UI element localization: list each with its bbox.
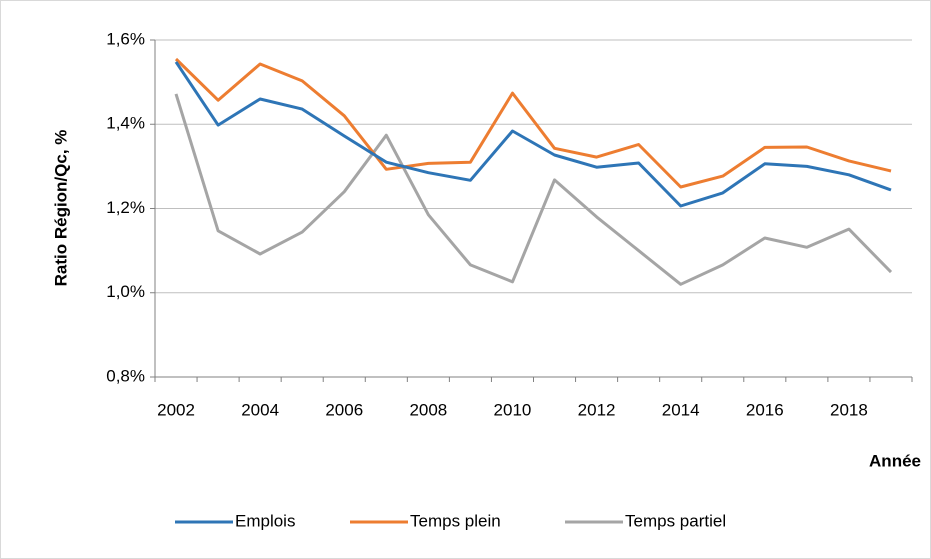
x-tick-label: 2014: [662, 400, 700, 419]
series-line: [174, 93, 893, 286]
x-tick-label: 2008: [409, 400, 447, 419]
x-tick-label: 2012: [578, 400, 616, 419]
x-tick-label: 2010: [494, 400, 532, 419]
legend-label: Temps plein: [410, 511, 501, 530]
y-tick-label: 1,0%: [106, 282, 145, 301]
y-tick-label: 0,8%: [106, 366, 145, 385]
x-axis-title: Année: [869, 451, 921, 470]
y-tick-label: 1,2%: [106, 198, 145, 217]
y-tick-label: 1,6%: [106, 29, 145, 48]
y-axis-title: Ratio Région/Qc, %: [51, 130, 70, 287]
series-line: [174, 61, 892, 208]
x-tick-label: 2018: [830, 400, 868, 419]
x-tick-label: 2004: [241, 400, 279, 419]
legend-label: Temps partiel: [625, 511, 726, 530]
x-tick-label: 2006: [325, 400, 363, 419]
series-line: [174, 57, 892, 189]
x-tick-label: 2002: [157, 400, 195, 419]
y-tick-label: 1,4%: [106, 114, 145, 133]
legend-label: Emplois: [235, 511, 295, 530]
x-tick-label: 2016: [746, 400, 784, 419]
